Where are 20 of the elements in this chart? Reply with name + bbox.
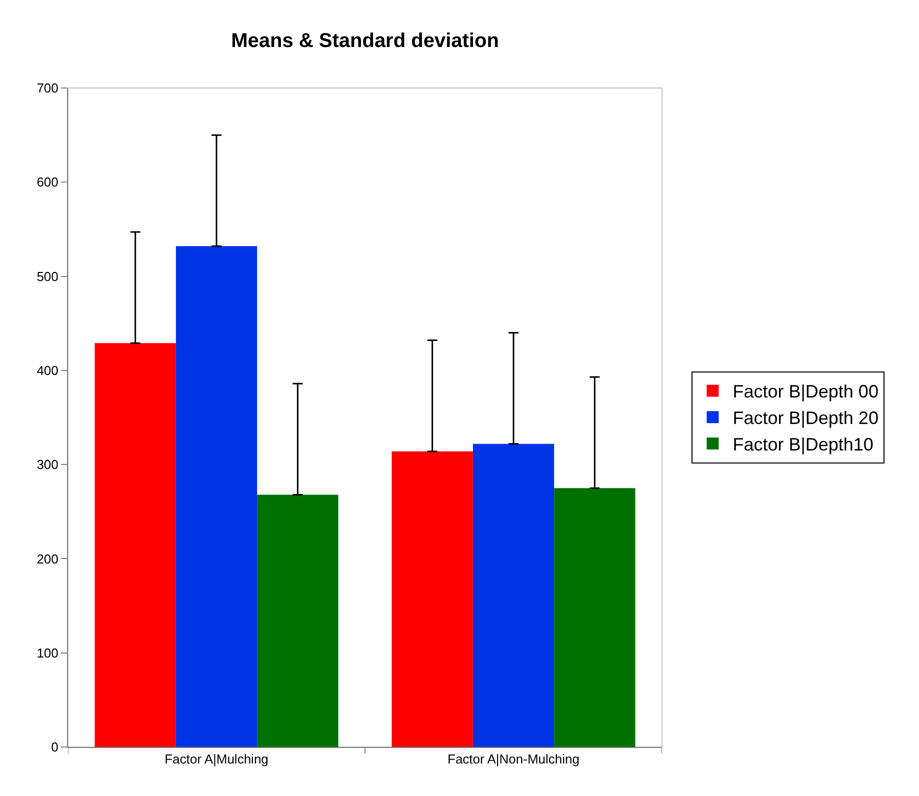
x-tick-label: Factor A|Mulching bbox=[164, 752, 268, 767]
bar bbox=[257, 494, 338, 747]
y-tick-label: 200 bbox=[36, 551, 58, 566]
y-tick-label: 700 bbox=[36, 80, 58, 96]
bar bbox=[94, 343, 176, 747]
y-tick-label: 0 bbox=[51, 740, 58, 755]
y-tick-label: 300 bbox=[36, 457, 58, 472]
x-tick-label: Factor A|Non-Mulching bbox=[448, 752, 580, 767]
bar bbox=[176, 246, 258, 747]
bar bbox=[472, 444, 554, 747]
legend-label: Factor B|Depth 20 bbox=[732, 408, 878, 428]
y-tick-label: 400 bbox=[36, 362, 58, 378]
bar bbox=[554, 488, 636, 747]
bar bbox=[392, 451, 473, 747]
chart-title: Means & Standard deviation bbox=[231, 30, 499, 52]
y-tick-label: 600 bbox=[36, 174, 58, 190]
legend-label: Factor B|Depth 00 bbox=[732, 382, 878, 402]
y-tick-label: 500 bbox=[36, 268, 58, 284]
y-tick-label: 100 bbox=[36, 645, 58, 660]
legend-label: Factor B|Depth10 bbox=[732, 434, 874, 455]
